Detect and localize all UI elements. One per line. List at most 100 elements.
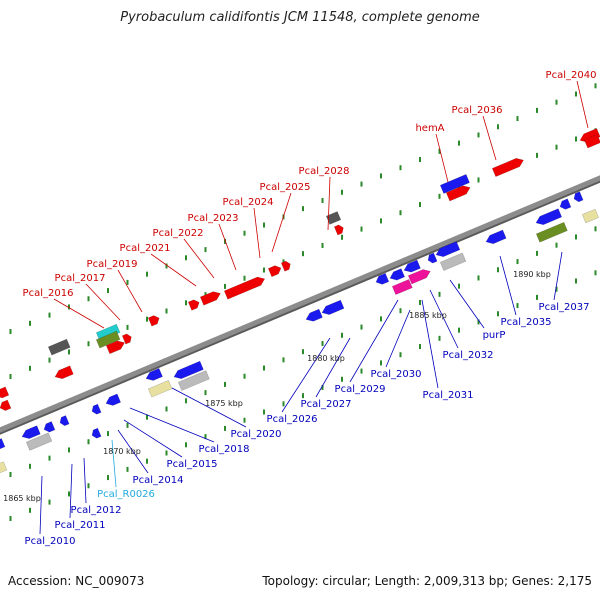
tick-mark (48, 455, 51, 461)
genome-backbone (0, 175, 600, 435)
gene-feature (491, 158, 524, 177)
tick-mark (204, 247, 207, 253)
tick-mark (87, 439, 90, 445)
gene-feature (25, 432, 53, 451)
gene-shape (145, 368, 163, 381)
tick-mark (165, 263, 168, 269)
tick-mark (87, 483, 90, 489)
gene-label: Pcal_2021 (120, 243, 171, 254)
gene-feature (95, 330, 121, 349)
gene-shape (333, 224, 344, 236)
tick-mark (575, 136, 577, 142)
gene-label: Pcal_2010 (25, 536, 76, 547)
tick-mark (341, 189, 343, 195)
gene-feature (407, 269, 431, 285)
tick-mark (575, 278, 577, 284)
gene-feature (333, 224, 344, 236)
gene-shape (267, 265, 282, 278)
leader-line (39, 475, 43, 535)
gene-shape (445, 185, 471, 202)
gene-label: hemA (415, 123, 444, 134)
gene-label: Pcal_2024 (223, 197, 274, 208)
gene-feature (559, 198, 572, 210)
tick-mark (516, 303, 519, 309)
leader-line (576, 80, 589, 129)
tick-mark (497, 267, 499, 273)
gene-feature (223, 276, 266, 300)
tick-mark (263, 409, 265, 415)
gene-label: Pcal_2016 (23, 288, 74, 299)
gene-feature (0, 386, 10, 399)
leader-line (499, 255, 517, 316)
gene-shape (435, 241, 461, 257)
gene-shape (535, 221, 568, 243)
leader-line (129, 407, 215, 443)
tick-mark (536, 152, 538, 158)
gene-feature (121, 333, 132, 345)
tick-mark (380, 218, 382, 224)
gene-feature (391, 279, 413, 295)
gene-feature (147, 380, 173, 398)
leader-line (117, 429, 149, 474)
leader-line (150, 253, 197, 287)
gene-shape (439, 252, 467, 271)
gene-label: Pcal_2030 (371, 369, 422, 380)
tick-mark (48, 357, 51, 363)
tick-mark (107, 288, 109, 294)
gene-feature (187, 299, 200, 311)
gene-shape (491, 158, 524, 177)
gene-shape (0, 438, 6, 450)
tick-mark (360, 324, 363, 330)
tick-mark (185, 398, 187, 404)
tick-mark (243, 230, 246, 236)
gene-shape (47, 338, 71, 356)
gene-shape (177, 370, 210, 391)
tick-mark (282, 259, 285, 265)
tick-mark (321, 384, 324, 390)
tick-mark (438, 148, 441, 154)
gene-label: Pcal_2026 (267, 414, 318, 425)
tick-mark (29, 507, 31, 513)
gene-feature (375, 272, 390, 285)
tick-mark (204, 292, 207, 298)
tick-mark (126, 466, 129, 472)
tick-mark (185, 442, 187, 448)
gene-shape (21, 425, 41, 439)
gene-feature (91, 427, 102, 439)
tick-mark (458, 327, 460, 333)
gene-feature (435, 241, 461, 257)
gene-shape (0, 461, 8, 475)
gene-shape (583, 133, 600, 149)
tick-mark (536, 250, 538, 256)
gene-shape (0, 386, 10, 399)
gene-labels: Pcal_2016 Pcal_2017 Pcal_2019 Pcal_2021 Pcal… (3, 70, 596, 547)
tick-mark (243, 373, 246, 379)
tick-mark (204, 390, 207, 396)
gene-shape (59, 415, 70, 426)
tick-mark (419, 157, 421, 163)
gene-feature (427, 252, 438, 264)
tick-mark (399, 308, 402, 314)
gene-shape (427, 252, 438, 264)
tick-mark (341, 332, 343, 338)
gene-shape (573, 191, 584, 203)
gene-feature (581, 208, 599, 224)
gene-label: Pcal_2032 (443, 350, 494, 361)
gene-label: Pcal_2011 (55, 520, 106, 531)
gene-feature (145, 368, 163, 381)
tick-mark (380, 360, 382, 366)
gene-feature (321, 299, 345, 315)
tick-mark (458, 140, 460, 146)
gene-shape (54, 365, 74, 379)
gene-feature (439, 174, 470, 194)
tick-mark (185, 255, 187, 261)
leader-line (281, 337, 331, 413)
gene-feature (173, 360, 204, 380)
gene-feature (59, 415, 70, 426)
tick-mark (146, 271, 148, 277)
tick-mark (243, 417, 246, 423)
leader-line (111, 439, 117, 488)
gene-shape (391, 279, 413, 295)
gene-feature (280, 260, 291, 272)
